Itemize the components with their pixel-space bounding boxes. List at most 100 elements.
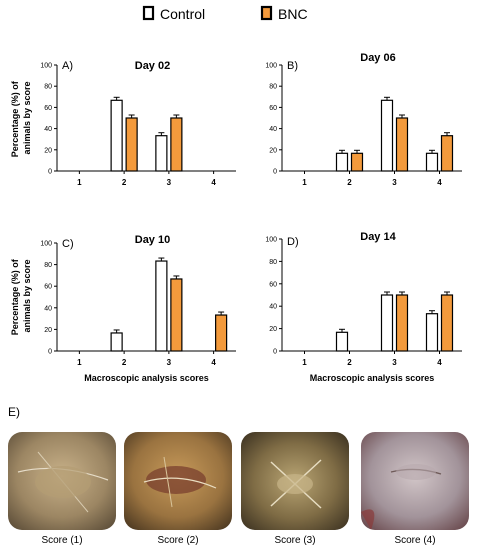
wound-photo-1	[8, 432, 116, 530]
legend-swatch-bnc	[260, 5, 273, 21]
panel-title: Day 10	[135, 234, 170, 246]
y-tick-label: 0	[273, 349, 277, 356]
panel-title: Day 14	[360, 231, 396, 243]
photo-caption-2: Score (2)	[157, 535, 199, 546]
y-tick-label: 40	[44, 126, 52, 133]
y-tick-label: 40	[269, 126, 277, 133]
bar-bnc-score-3	[395, 294, 409, 352]
x-tick-label: 4	[437, 178, 442, 187]
photo-caption-4: Score (4)	[394, 535, 436, 546]
panel-label: D)	[287, 236, 299, 248]
photo-caption-1: Score (1)	[41, 535, 83, 546]
legend: Control BNC	[142, 5, 308, 22]
y-tick-label: 20	[269, 326, 277, 333]
bar-control-score-3	[155, 260, 168, 352]
x-tick-label: 1	[77, 358, 82, 367]
bar-control-score-4	[425, 152, 439, 172]
y-tick-label: 100	[40, 241, 52, 248]
y-axis-label-line-2: animals by score	[22, 259, 32, 332]
panel-title: Day 06	[360, 52, 395, 64]
x-axis-title: Macroscopic analysis scores	[84, 373, 209, 383]
photo-caption-3: Score (3)	[274, 535, 316, 546]
panel-label: A)	[62, 60, 73, 72]
bar-control-score-2	[335, 152, 349, 172]
x-tick-label: 1	[302, 358, 307, 367]
chart-panel-2: 0 20 40 60 80 100 1 2 3 4 B) Day 06	[265, 52, 462, 187]
svg-text:Percentage (%) of animal: Percentage (%) of animals by score	[10, 257, 32, 336]
panel-label: B)	[287, 60, 298, 72]
bar-control-score-4	[425, 313, 439, 352]
wound-photo-4	[361, 432, 469, 530]
panel-title: Day 02	[135, 60, 170, 72]
y-tick-label: 100	[40, 63, 52, 70]
svg-text:Percentage (%) of animal: Percentage (%) of animals by score	[10, 79, 32, 158]
y-tick-label: 20	[269, 147, 277, 154]
y-tick-label: 60	[44, 284, 52, 291]
y-tick-label: 20	[44, 327, 52, 334]
y-tick-label: 20	[44, 147, 52, 154]
y-tick-label: 100	[265, 63, 277, 70]
x-axis-title: Macroscopic analysis scores	[310, 373, 435, 383]
y-axis-label-line-2: animals by score	[22, 81, 32, 154]
chart-panel-4: 0 20 40 60 80 100 1 2 3 4 D) Day 14 Macroscopic anal…	[265, 231, 462, 383]
y-tick-label: 80	[269, 84, 277, 91]
bar-bnc-score-2	[350, 152, 364, 172]
y-tick-label: 0	[273, 169, 277, 176]
y-tick-label: 60	[44, 105, 52, 112]
wound-photo-3	[241, 432, 349, 530]
photo-score-2	[124, 432, 232, 530]
y-tick-label: 60	[269, 105, 277, 112]
bar-control-score-3	[155, 135, 168, 172]
bar-control-score-2	[335, 331, 349, 352]
x-tick-label: 2	[347, 358, 352, 367]
x-tick-label: 3	[167, 358, 172, 367]
panel-label-e: E)	[8, 405, 20, 419]
y-axis-label-line-1: Percentage (%) of	[10, 80, 20, 157]
bar-bnc-score-4	[440, 294, 454, 352]
y-tick-label: 0	[48, 349, 52, 356]
bar-bnc-score-3	[395, 117, 409, 172]
x-tick-label: 2	[122, 178, 127, 187]
y-axis-label-top: Percentage (%) of animals by score	[10, 79, 32, 158]
y-tick-label: 40	[44, 305, 52, 312]
bar-bnc-score-4	[215, 314, 228, 352]
legend-label-bnc: BNC	[278, 6, 308, 22]
panel-label: C)	[62, 238, 74, 250]
photo-score-3	[241, 432, 349, 530]
y-tick-label: 80	[44, 84, 52, 91]
y-tick-label: 80	[269, 259, 277, 266]
bar-control-score-2	[110, 332, 123, 352]
bar-control-score-3	[380, 99, 394, 172]
wound-photo-2	[124, 432, 232, 530]
legend-label-control: Control	[160, 6, 205, 22]
x-tick-label: 1	[77, 178, 82, 187]
x-tick-label: 2	[122, 358, 127, 367]
bar-bnc-score-3	[170, 117, 183, 172]
x-tick-label: 1	[302, 178, 307, 187]
bar-bnc-score-2	[125, 117, 138, 172]
legend-swatch-control	[142, 5, 155, 21]
y-tick-label: 0	[48, 169, 52, 176]
y-axis-label-line-1: Percentage (%) of	[10, 258, 20, 335]
bar-control-score-3	[380, 294, 394, 352]
bar-bnc-score-3	[170, 278, 183, 352]
y-axis-label-bottom: Percentage (%) of animals by score	[10, 257, 32, 336]
x-tick-label: 4	[437, 358, 442, 367]
y-tick-label: 100	[265, 237, 277, 244]
bar-bnc-score-4	[440, 135, 454, 172]
x-tick-label: 3	[392, 178, 397, 187]
y-tick-label: 60	[269, 281, 277, 288]
x-tick-label: 4	[211, 358, 216, 367]
bar-control-score-2	[110, 99, 123, 172]
chart-panel-3: 0 20 40 60 80 100 1 2 3 4 C) Day 10 Macroscopic anal…	[40, 234, 236, 383]
x-tick-label: 2	[347, 178, 352, 187]
x-tick-label: 4	[211, 178, 216, 187]
photo-score-4	[361, 432, 469, 530]
chart-panel-1: 0 20 40 60 80 100 1 2 3 4 A) Day 02	[40, 60, 236, 187]
x-tick-label: 3	[392, 358, 397, 367]
x-tick-label: 3	[167, 178, 172, 187]
y-tick-label: 80	[44, 262, 52, 269]
photo-score-1	[8, 432, 116, 530]
